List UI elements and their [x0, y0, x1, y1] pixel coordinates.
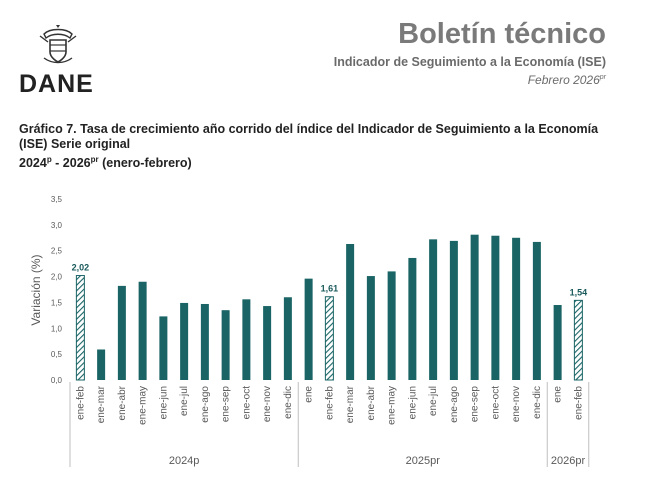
bars [75, 234, 583, 381]
bar-data-label: 1,61 [321, 284, 339, 294]
y-tick-label: 1,5 [51, 298, 63, 307]
caption-year-start: 2024 [19, 156, 47, 171]
x-tick-label: ene-oct [490, 386, 501, 420]
x-tick-label: ene-nov [511, 386, 522, 422]
bar-data-labels: 2,02 1,61 1,54 [72, 263, 588, 298]
x-tick-label: ene-sep [470, 386, 481, 423]
x-tick-label: ene-mar [96, 385, 107, 423]
bar [324, 296, 334, 381]
x-tick-label: ene-nov [262, 386, 273, 422]
caption-year-end-sup: pr [90, 155, 99, 164]
x-tick-label: ene-jul [179, 386, 190, 416]
bar [304, 278, 313, 380]
bar [532, 241, 541, 380]
caption-line-2: (ISE) Serie original [19, 137, 131, 151]
x-tick-label: ene-ago [200, 386, 211, 423]
group-label: 2026pr [551, 455, 586, 467]
y-tick-label: 0,5 [51, 350, 63, 359]
bar [242, 299, 251, 380]
bar [408, 257, 417, 380]
y-axis-label: Variación (%) [29, 254, 43, 325]
caption-line-1: Gráfico 7. Tasa de crecimiento año corri… [19, 122, 599, 136]
x-tick-label: ene [304, 386, 315, 403]
y-tick-label: 2,5 [51, 247, 63, 256]
bar [491, 235, 500, 380]
page-date-sup: pr [599, 74, 606, 81]
bar [512, 237, 521, 380]
y-axis-ticks: 0,0 0,5 1,0 1,5 2,0 2,5 3,0 3,5 [51, 195, 63, 385]
x-tick-label: ene-jun [158, 386, 169, 419]
coat-of-arms-icon [39, 25, 77, 64]
bar [263, 306, 272, 380]
bar-data-label: 2,02 [72, 263, 90, 273]
page-subtitle: Indicador de Seguimiento a la Economía (… [333, 55, 606, 69]
x-tick-label: ene-jun [407, 386, 418, 419]
y-tick-label: 2,0 [51, 273, 63, 282]
group-label: 2025pr [406, 455, 441, 467]
x-tick-label: ene-sep [221, 386, 232, 423]
caption-year-start-sup: p [46, 155, 52, 164]
caption-line-3: 2024p - 2026pr (enero-febrero) [19, 152, 611, 171]
bar [75, 275, 85, 381]
y-tick-label: 0,0 [51, 376, 63, 385]
x-tick-label: ene-feb [75, 386, 86, 420]
bar-chart: Variación (%) 0,0 0,5 1,0 1,5 2,0 2,5 3,0 3,5 2… [29, 195, 590, 467]
bar [346, 243, 355, 380]
x-tick-label: ene-may [387, 386, 398, 425]
x-tick-label: ene-dic [283, 386, 294, 419]
bar [470, 234, 479, 380]
page-title: Boletín técnico [398, 18, 606, 50]
x-tick-label: ene-feb [324, 386, 335, 420]
x-tick-label: ene [553, 386, 564, 403]
bar [387, 271, 396, 380]
bar [180, 302, 189, 380]
bar [221, 310, 230, 380]
bar-data-label: 1,54 [570, 287, 588, 297]
x-tick-label: ene-jul [428, 386, 439, 416]
bar [200, 303, 209, 380]
page-date: Febrero 2026pr [528, 73, 606, 87]
bar [138, 281, 147, 380]
bar [97, 349, 106, 380]
bar [429, 239, 438, 380]
x-tick-label: ene-mar [345, 385, 356, 423]
x-tick-label: ene-dic [532, 386, 543, 419]
bar [449, 240, 458, 380]
y-tick-label: 1,0 [51, 324, 63, 333]
bar [573, 299, 583, 381]
x-axis-groups: 2024p 2025pr 2026pr [69, 382, 590, 467]
bar [366, 276, 375, 380]
x-tick-label: ene-may [138, 386, 149, 425]
bar [553, 305, 562, 380]
bar [117, 285, 126, 380]
x-tick-label: ene-abr [117, 385, 128, 420]
x-tick-label: ene-oct [241, 386, 252, 420]
y-tick-label: 3,5 [51, 195, 63, 204]
caption-year-end: - 2026 [51, 156, 91, 171]
dane-logo-text: DANE [19, 70, 94, 98]
x-tick-label: ene-feb [573, 386, 584, 420]
caption-period: (enero-febrero) [98, 156, 192, 171]
group-label: 2024p [169, 455, 200, 467]
y-tick-label: 3,0 [51, 221, 63, 230]
x-tick-label: ene-ago [449, 386, 460, 423]
bar [159, 316, 168, 380]
figure-caption: Gráfico 7. Tasa de crecimiento año corri… [19, 122, 611, 171]
page-date-main: Febrero 2026 [527, 73, 600, 87]
x-axis-ticks: ene-feb ene-mar ene-abr ene-may ene-jun ene-j… [75, 385, 584, 425]
dane-logo: DANE [16, 24, 100, 98]
x-tick-label: ene-abr [366, 385, 377, 420]
bar [283, 297, 292, 380]
